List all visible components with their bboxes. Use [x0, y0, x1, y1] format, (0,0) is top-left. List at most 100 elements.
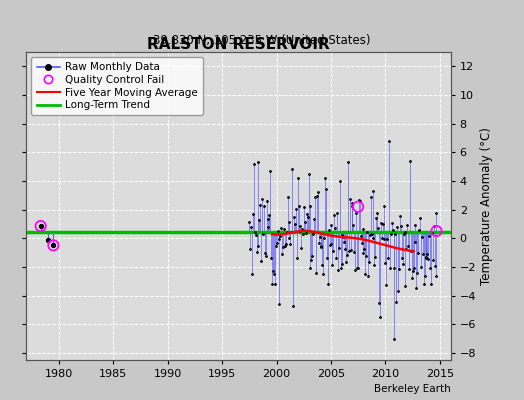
Point	[275, 236, 283, 242]
Point	[49, 242, 58, 248]
Point	[414, 250, 422, 256]
Point	[253, 248, 261, 255]
Point	[283, 194, 292, 200]
Point	[430, 223, 438, 229]
Point	[267, 255, 276, 262]
Point	[412, 285, 421, 292]
Point	[310, 216, 318, 222]
Point	[279, 244, 287, 250]
Point	[275, 301, 283, 307]
Point	[316, 243, 325, 250]
Point	[307, 256, 315, 263]
Point	[285, 235, 293, 241]
Point	[378, 220, 387, 227]
Point	[356, 233, 365, 239]
Point	[328, 262, 336, 268]
Point	[303, 214, 312, 220]
Point	[347, 200, 356, 206]
Point	[425, 232, 433, 239]
Point	[312, 270, 320, 276]
Point	[358, 250, 367, 256]
Point	[380, 236, 389, 242]
Point	[357, 240, 366, 246]
Point	[416, 214, 424, 221]
Point	[387, 231, 395, 237]
Point	[385, 138, 393, 144]
Point	[370, 261, 379, 268]
Point	[431, 210, 440, 217]
Point	[302, 230, 310, 236]
Point	[320, 234, 329, 241]
Point	[49, 242, 58, 248]
Point	[340, 238, 348, 245]
Point	[255, 217, 264, 223]
Point	[382, 282, 390, 288]
Point	[396, 213, 404, 219]
Point	[400, 283, 409, 289]
Point	[300, 204, 308, 211]
Point	[406, 158, 414, 164]
Point	[303, 211, 311, 217]
Point	[405, 266, 413, 272]
Point	[345, 248, 353, 254]
Point	[286, 241, 294, 247]
Point	[277, 225, 286, 231]
Point	[421, 255, 430, 261]
Point	[268, 281, 276, 288]
Point	[331, 224, 340, 231]
Point	[259, 231, 267, 238]
Point	[364, 273, 372, 280]
Point	[37, 223, 45, 229]
Point	[44, 237, 52, 244]
Point	[397, 223, 405, 229]
Point	[254, 243, 263, 250]
Point	[297, 244, 305, 251]
Point	[395, 266, 403, 272]
Point	[249, 160, 258, 167]
Point	[377, 220, 385, 226]
Point	[408, 274, 416, 281]
Point	[352, 210, 361, 216]
Point	[265, 212, 274, 218]
Point	[333, 210, 341, 216]
Point	[418, 234, 426, 240]
Point	[266, 168, 275, 174]
Point	[401, 229, 410, 236]
Point	[293, 175, 302, 182]
Point	[264, 224, 272, 230]
Point	[417, 264, 425, 270]
Point	[386, 265, 394, 271]
Point	[319, 271, 328, 277]
Point	[376, 314, 384, 320]
Point	[368, 234, 377, 241]
Point	[271, 242, 280, 249]
Point	[318, 262, 326, 268]
Point	[409, 264, 418, 271]
Point	[301, 218, 309, 225]
Point	[308, 253, 316, 259]
Point	[253, 159, 261, 165]
Point	[360, 246, 368, 252]
Text: 39.830 N, 105.235 W (United States): 39.830 N, 105.235 W (United States)	[153, 34, 371, 47]
Point	[332, 255, 340, 261]
Point	[309, 231, 318, 237]
Point	[313, 193, 321, 199]
Point	[407, 248, 415, 254]
Point	[381, 260, 389, 266]
Point	[375, 300, 383, 306]
Point	[411, 222, 420, 228]
Point	[429, 257, 437, 263]
Point	[410, 239, 419, 245]
Point	[292, 206, 300, 212]
Point	[424, 256, 432, 262]
Point	[409, 268, 417, 274]
Point	[426, 265, 434, 271]
Point	[328, 240, 336, 247]
Point	[351, 267, 359, 273]
Point	[420, 281, 428, 287]
Point	[282, 229, 291, 236]
Point	[260, 250, 269, 256]
Point	[325, 242, 334, 248]
Point	[354, 264, 362, 271]
Point	[379, 202, 388, 209]
